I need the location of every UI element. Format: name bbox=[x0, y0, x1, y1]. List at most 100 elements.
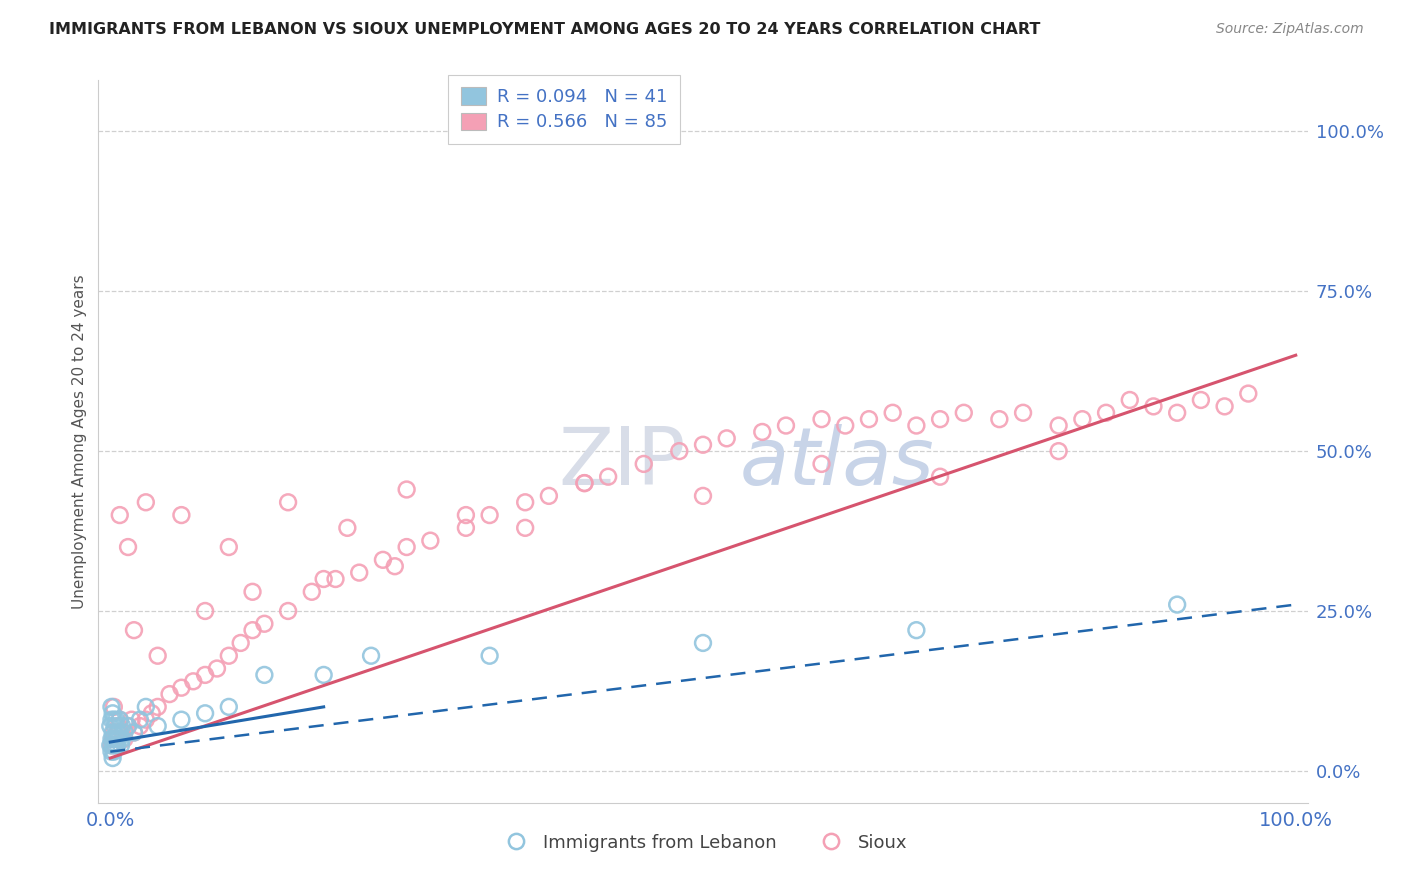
Point bbox=[111, 725, 134, 739]
Text: atlas: atlas bbox=[740, 425, 934, 502]
Point bbox=[1189, 392, 1212, 407]
Point bbox=[101, 751, 124, 765]
Point bbox=[692, 438, 714, 452]
Point bbox=[882, 406, 904, 420]
Point bbox=[277, 495, 299, 509]
Point bbox=[515, 495, 537, 509]
Point bbox=[103, 725, 125, 739]
Point bbox=[135, 495, 157, 509]
Point bbox=[253, 616, 276, 631]
Point bbox=[301, 584, 323, 599]
Point bbox=[117, 540, 139, 554]
Point bbox=[103, 745, 125, 759]
Point bbox=[170, 681, 193, 695]
Point bbox=[478, 648, 501, 663]
Point bbox=[242, 584, 264, 599]
Point bbox=[395, 483, 418, 497]
Point bbox=[105, 731, 128, 746]
Point bbox=[454, 521, 477, 535]
Point bbox=[1119, 392, 1142, 407]
Point bbox=[105, 731, 128, 746]
Point bbox=[751, 425, 773, 439]
Point bbox=[111, 731, 134, 746]
Point bbox=[218, 699, 240, 714]
Point bbox=[419, 533, 441, 548]
Point bbox=[858, 412, 880, 426]
Point bbox=[988, 412, 1011, 426]
Text: IMMIGRANTS FROM LEBANON VS SIOUX UNEMPLOYMENT AMONG AGES 20 TO 24 YEARS CORRELAT: IMMIGRANTS FROM LEBANON VS SIOUX UNEMPLO… bbox=[49, 22, 1040, 37]
Point bbox=[135, 713, 157, 727]
Point bbox=[347, 566, 370, 580]
Y-axis label: Unemployment Among Ages 20 to 24 years: Unemployment Among Ages 20 to 24 years bbox=[72, 274, 87, 609]
Point bbox=[229, 636, 252, 650]
Point bbox=[1012, 406, 1035, 420]
Point bbox=[312, 572, 335, 586]
Point bbox=[574, 476, 596, 491]
Point bbox=[121, 713, 143, 727]
Point bbox=[159, 687, 181, 701]
Text: Source: ZipAtlas.com: Source: ZipAtlas.com bbox=[1216, 22, 1364, 37]
Point bbox=[114, 725, 136, 739]
Point bbox=[194, 706, 217, 721]
Point bbox=[129, 713, 152, 727]
Point bbox=[105, 725, 128, 739]
Point bbox=[633, 457, 655, 471]
Point bbox=[103, 731, 125, 746]
Point bbox=[100, 738, 122, 752]
Text: ZIP: ZIP bbox=[558, 425, 685, 502]
Point bbox=[122, 725, 145, 739]
Point bbox=[101, 725, 124, 739]
Point bbox=[810, 412, 832, 426]
Point bbox=[810, 457, 832, 471]
Point bbox=[775, 418, 797, 433]
Point bbox=[325, 572, 347, 586]
Point bbox=[98, 738, 121, 752]
Point bbox=[242, 623, 264, 637]
Point bbox=[100, 745, 122, 759]
Point bbox=[129, 719, 152, 733]
Point bbox=[905, 418, 928, 433]
Point bbox=[371, 553, 394, 567]
Point bbox=[107, 719, 129, 733]
Point bbox=[834, 418, 856, 433]
Point bbox=[360, 648, 382, 663]
Point bbox=[384, 559, 406, 574]
Point bbox=[574, 476, 596, 491]
Point bbox=[117, 719, 139, 733]
Point bbox=[105, 713, 128, 727]
Point bbox=[103, 713, 125, 727]
Point bbox=[114, 731, 136, 746]
Point bbox=[1213, 400, 1236, 414]
Point bbox=[108, 725, 131, 739]
Point bbox=[122, 623, 145, 637]
Point bbox=[1166, 598, 1188, 612]
Point bbox=[146, 699, 169, 714]
Legend: Immigrants from Lebanon, Sioux: Immigrants from Lebanon, Sioux bbox=[491, 826, 915, 859]
Point bbox=[104, 738, 127, 752]
Point bbox=[141, 706, 163, 721]
Point bbox=[336, 521, 359, 535]
Point bbox=[194, 604, 217, 618]
Point bbox=[253, 668, 276, 682]
Point bbox=[1237, 386, 1260, 401]
Point bbox=[104, 719, 127, 733]
Point bbox=[103, 699, 125, 714]
Point bbox=[537, 489, 560, 503]
Point bbox=[101, 738, 124, 752]
Point bbox=[395, 540, 418, 554]
Point bbox=[135, 699, 157, 714]
Point bbox=[194, 668, 217, 682]
Point bbox=[111, 719, 134, 733]
Point bbox=[110, 738, 132, 752]
Point bbox=[170, 713, 193, 727]
Point bbox=[101, 706, 124, 721]
Point bbox=[1047, 418, 1070, 433]
Point bbox=[277, 604, 299, 618]
Point bbox=[478, 508, 501, 522]
Point bbox=[122, 725, 145, 739]
Point bbox=[108, 713, 131, 727]
Point bbox=[181, 674, 204, 689]
Point bbox=[108, 508, 131, 522]
Point bbox=[117, 719, 139, 733]
Point bbox=[100, 731, 122, 746]
